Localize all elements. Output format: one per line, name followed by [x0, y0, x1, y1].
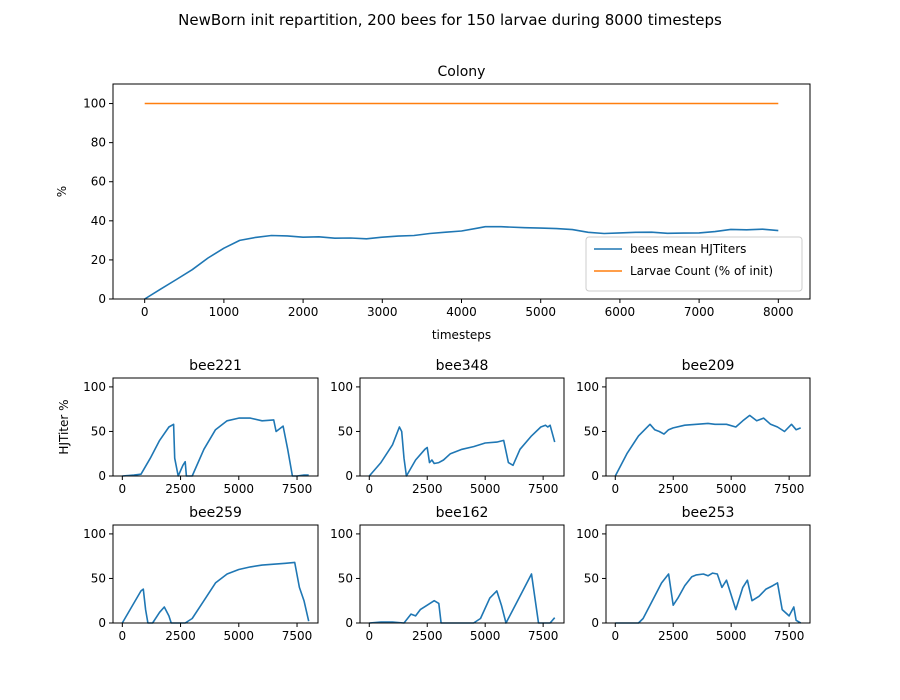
x-tick-label: 7500: [282, 482, 313, 496]
x-tick-label: 4000: [446, 305, 477, 319]
plot-frame: [605, 524, 811, 624]
x-tick-label: 2500: [412, 629, 443, 643]
legend: bees mean HJTiters Larvae Count (% of ini…: [585, 236, 803, 292]
legend-label: Larvae Count (% of init): [630, 264, 773, 278]
x-tick-label: 5000: [470, 629, 501, 643]
y-tick-label: 50: [338, 424, 353, 438]
y-tick-label: 100: [330, 527, 353, 541]
y-tick-label: 100: [83, 527, 106, 541]
x-tick-label: 1000: [209, 305, 240, 319]
x-tick-label: 2500: [658, 629, 689, 643]
x-tick-label: 7500: [774, 482, 805, 496]
x-tick-label: 2500: [412, 482, 443, 496]
x-tick-label: 2500: [658, 482, 689, 496]
chart-title: bee221: [189, 358, 242, 374]
plot-frame: [112, 524, 319, 624]
y-tick-label: 40: [91, 214, 106, 228]
y-tick-label: 100: [576, 380, 599, 394]
y-tick-label: 0: [98, 616, 106, 630]
y-tick-label: 20: [91, 253, 106, 267]
x-tick-label: 7500: [774, 629, 805, 643]
x-tick-label: 5000: [470, 482, 501, 496]
chart-3: 0 2500 5000 7500 0 50 100 bee209: [576, 358, 811, 496]
x-tick-label: 0: [365, 629, 373, 643]
series-line-0: [614, 414, 801, 477]
y-tick-label: 0: [345, 469, 353, 483]
chart-title: bee259: [189, 505, 242, 521]
series-line-0: [122, 417, 309, 477]
x-tick-label: 5000: [224, 482, 255, 496]
x-tick-label: 2500: [165, 629, 196, 643]
x-tick-label: 7500: [528, 629, 559, 643]
y-tick-label: 0: [591, 469, 599, 483]
plot-frame: [112, 377, 319, 477]
chart-4: 0 2500 5000 7500 0 50 100 bee259: [83, 505, 319, 643]
x-tick-label: 5000: [525, 305, 556, 319]
plot-frame: [359, 524, 565, 624]
chart-title: Colony: [438, 64, 486, 80]
y-axis-label: %: [55, 186, 69, 197]
y-tick-label: 0: [345, 616, 353, 630]
legend-label: bees mean HJTiters: [630, 242, 746, 256]
x-tick-label: 0: [611, 629, 619, 643]
plot-frame: [605, 377, 811, 477]
x-tick-label: 5000: [224, 629, 255, 643]
x-tick-label: 0: [118, 482, 126, 496]
y-tick-label: 0: [591, 616, 599, 630]
series-line-0: [144, 225, 779, 300]
x-tick-label: 2500: [165, 482, 196, 496]
series-line-0: [121, 561, 310, 624]
x-tick-label: 6000: [605, 305, 636, 319]
y-tick-label: 0: [98, 292, 106, 306]
chart-title: bee348: [436, 358, 489, 374]
chart-title: bee253: [682, 505, 735, 521]
x-tick-label: 5000: [716, 482, 747, 496]
y-tick-label: 50: [338, 571, 353, 585]
chart-1: 0 2500 5000 7500 0 50 100 bee221 HJTiter %: [57, 358, 319, 496]
y-tick-label: 50: [584, 424, 599, 438]
y-tick-label: 60: [91, 175, 106, 189]
y-tick-label: 100: [576, 527, 599, 541]
x-tick-label: 8000: [763, 305, 794, 319]
x-tick-label: 7000: [684, 305, 715, 319]
y-tick-label: 100: [330, 380, 353, 394]
y-tick-label: 50: [584, 571, 599, 585]
chart-title: bee162: [436, 505, 489, 521]
y-tick-label: 100: [83, 97, 106, 111]
charts-layer: 0 1000 2000 3000 4000 5000 6000 7000 80000204060…: [55, 64, 811, 643]
series-line-0: [368, 424, 556, 477]
series-line-0: [369, 573, 556, 624]
legend-box: [585, 236, 803, 292]
x-tick-label: 0: [141, 305, 149, 319]
x-tick-label: 7500: [528, 482, 559, 496]
y-tick-label: 50: [91, 571, 106, 585]
plot-frame: [359, 377, 565, 477]
x-tick-label: 0: [118, 629, 126, 643]
x-tick-label: 3000: [367, 305, 398, 319]
chart-5: 0 2500 5000 7500 0 50 100 bee162: [330, 505, 565, 643]
y-tick-label: 50: [91, 424, 106, 438]
chart-6: 0 2500 5000 7500 0 50 100 bee253: [576, 505, 811, 643]
x-tick-label: 0: [365, 482, 373, 496]
chart-2: 0 2500 5000 7500 0 50 100 bee348: [330, 358, 565, 496]
y-tick-label: 0: [98, 469, 106, 483]
x-tick-label: 2000: [288, 305, 319, 319]
chart-0: 0 1000 2000 3000 4000 5000 6000 7000 8000 0 20 40 60…: [55, 64, 811, 342]
chart-title: bee209: [682, 358, 735, 374]
figure-title: NewBorn init repartition, 200 bees for 1…: [178, 11, 722, 29]
x-tick-label: 5000: [716, 629, 747, 643]
y-axis-label: HJTiter %: [57, 399, 71, 454]
x-tick-label: 0: [611, 482, 619, 496]
y-tick-label: 100: [83, 380, 106, 394]
x-axis-label: timesteps: [432, 328, 491, 342]
series-line-0: [615, 572, 802, 624]
y-tick-label: 80: [91, 136, 106, 150]
x-tick-label: 7500: [282, 629, 313, 643]
